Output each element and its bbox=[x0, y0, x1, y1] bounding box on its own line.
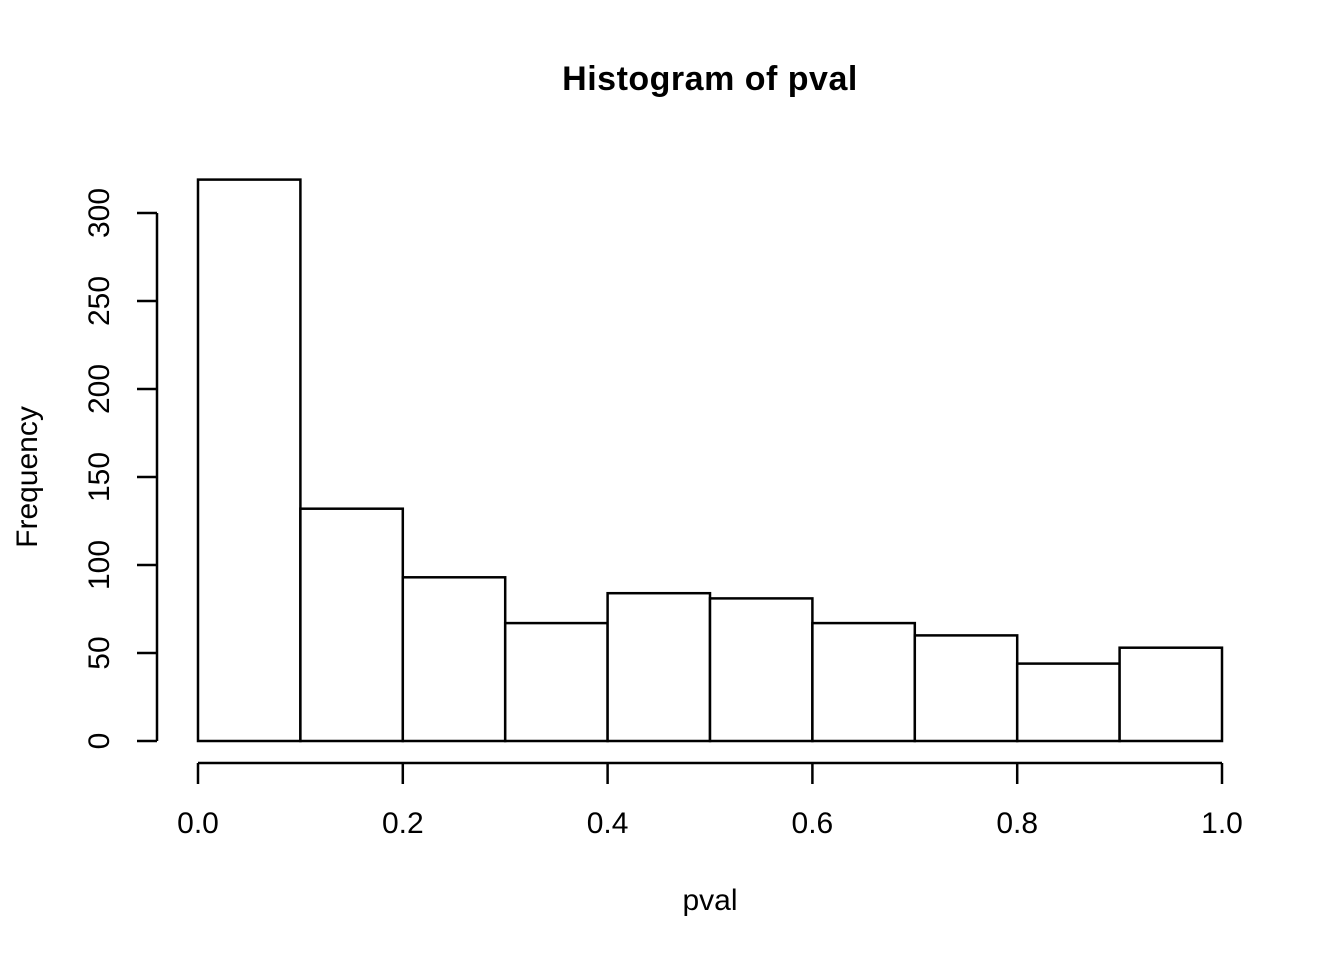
x-tick-label: 0.6 bbox=[792, 807, 834, 840]
y-tick-label: 300 bbox=[83, 188, 116, 238]
histogram-bar bbox=[503, 621, 609, 743]
chart-title: Histogram of pval bbox=[562, 60, 858, 98]
y-tick-label: 250 bbox=[83, 276, 116, 326]
histogram-bar bbox=[1015, 662, 1121, 743]
histogram-bar bbox=[196, 178, 302, 743]
histogram-bar bbox=[299, 507, 405, 743]
y-tick-label: 100 bbox=[83, 540, 116, 590]
y-tick-label: 50 bbox=[83, 636, 116, 669]
histogram-bar bbox=[606, 591, 712, 743]
histogram-bar bbox=[1118, 646, 1224, 743]
x-axis-label: pval bbox=[682, 884, 738, 917]
x-tick-label: 0.4 bbox=[587, 807, 629, 840]
histogram-bar bbox=[811, 621, 917, 743]
histogram-bar bbox=[401, 576, 507, 743]
x-tick-label: 0.8 bbox=[996, 807, 1038, 840]
histogram-bar bbox=[913, 634, 1019, 743]
y-tick-label: 0 bbox=[83, 733, 116, 750]
x-tick-label: 1.0 bbox=[1201, 807, 1243, 840]
histogram-bar bbox=[708, 597, 814, 743]
y-tick-label: 200 bbox=[83, 364, 116, 414]
y-tick-label: 150 bbox=[83, 452, 116, 502]
x-tick-label: 0.0 bbox=[177, 807, 219, 840]
x-tick-label: 0.2 bbox=[382, 807, 424, 840]
y-axis-label: Frequency bbox=[11, 406, 44, 548]
